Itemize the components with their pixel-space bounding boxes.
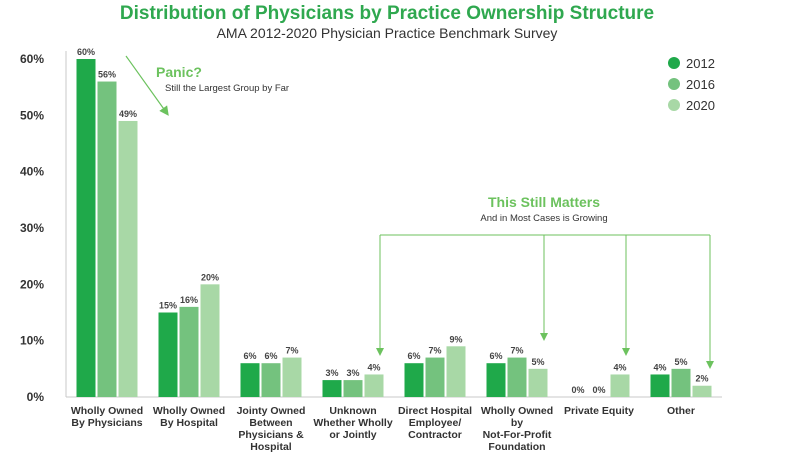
data-label: 4% xyxy=(613,362,626,372)
bar-2020 xyxy=(200,284,220,397)
category-label: or Jointly xyxy=(329,429,376,441)
category-label: Foundation xyxy=(488,441,545,453)
data-label: 16% xyxy=(180,295,198,305)
bar-2012 xyxy=(486,363,506,397)
data-label: 6% xyxy=(407,351,420,361)
category-label: Employee/ xyxy=(409,417,462,429)
bar-2012 xyxy=(322,380,342,397)
bar-2016 xyxy=(507,357,527,397)
data-label: 6% xyxy=(243,351,256,361)
chart-subtitle: AMA 2012-2020 Physician Practice Benchma… xyxy=(217,25,558,41)
category-label: Direct Hospital xyxy=(398,405,472,417)
annotation-text: And in Most Cases is Growing xyxy=(480,213,607,224)
y-tick-label: 40% xyxy=(20,165,44,179)
category-label: Between xyxy=(249,417,292,429)
bar-2016 xyxy=(97,81,117,398)
data-label: 15% xyxy=(159,301,177,311)
bar-2012 xyxy=(240,363,260,397)
category-label: Other xyxy=(667,405,695,417)
legend-label: 2016 xyxy=(686,77,715,92)
y-tick-label: 20% xyxy=(20,277,44,291)
category-label: By Physicians xyxy=(71,417,142,429)
y-tick-label: 0% xyxy=(27,390,45,404)
data-label: 60% xyxy=(77,47,95,57)
category-label: Wholly Owned xyxy=(71,405,143,417)
data-label: 49% xyxy=(119,109,137,119)
category-label: Not-For-Profit xyxy=(483,429,552,441)
bar-2016 xyxy=(343,380,363,397)
legend: 2012 2016 2020 xyxy=(668,56,715,113)
category-label: Contractor xyxy=(408,429,462,441)
data-label: 6% xyxy=(264,351,277,361)
legend-label: 2012 xyxy=(686,56,715,71)
category-label: By Hospital xyxy=(160,417,218,429)
bar-2012 xyxy=(650,374,670,397)
category-label: Wholly Owned xyxy=(153,405,225,417)
bars: 60% 56% 49% 15%16% 20% 6% 6% 7% 3% 3% 4% 6% 7% 9% 6% 7%… xyxy=(76,47,712,398)
bar-2012 xyxy=(76,59,96,397)
category-label: Hospital xyxy=(250,441,292,453)
category-label: Private Equity xyxy=(564,405,634,417)
data-label: 3% xyxy=(346,368,359,378)
bar-2012 xyxy=(158,312,178,397)
annotation-arrow xyxy=(125,55,169,116)
category-label: Physicians & xyxy=(238,429,304,441)
data-label: 6% xyxy=(489,351,502,361)
y-tick-label: 30% xyxy=(20,221,44,235)
bar-2016 xyxy=(261,363,281,397)
data-label: 4% xyxy=(653,362,666,372)
data-label: 0% xyxy=(571,385,584,395)
data-label: 2% xyxy=(695,374,708,384)
data-label: 5% xyxy=(674,357,687,367)
chart-title: Distribution of Physicians by Practice O… xyxy=(120,3,654,24)
annotation-title: Panic? xyxy=(156,64,202,80)
bar-2020 xyxy=(118,120,138,397)
category-label: Jointy Owned xyxy=(237,405,306,417)
legend-marker xyxy=(668,78,680,90)
bar-2016 xyxy=(179,306,199,397)
category-label: Unknown xyxy=(329,405,376,417)
y-tick-label: 60% xyxy=(20,52,44,66)
bar-2016 xyxy=(425,357,445,397)
annotation-title: This Still Matters xyxy=(488,194,600,210)
bar-2020 xyxy=(446,346,466,397)
y-tick-label: 50% xyxy=(20,108,44,122)
category-label: Wholly Owned xyxy=(481,405,553,417)
legend-marker xyxy=(668,57,680,69)
data-label: 3% xyxy=(325,368,338,378)
data-label: 9% xyxy=(449,334,462,344)
bar-2020 xyxy=(610,374,630,397)
category-label: Whether Wholly xyxy=(313,417,392,429)
y-tick-label: 10% xyxy=(20,334,44,348)
data-label: 7% xyxy=(510,346,523,356)
data-label: 20% xyxy=(201,272,219,282)
bar-2020 xyxy=(282,357,302,397)
data-label: 7% xyxy=(428,346,441,356)
legend-label: 2020 xyxy=(686,98,715,113)
data-label: 56% xyxy=(98,70,116,80)
bar-2012 xyxy=(404,363,424,397)
data-label: 0% xyxy=(592,385,605,395)
bar-2016 xyxy=(671,368,691,397)
annotation-text: Still the Largest Group by Far xyxy=(165,83,289,94)
annotations: Panic? Still the Largest Group by Far This… xyxy=(125,55,714,369)
data-label: 7% xyxy=(285,346,298,356)
bar-2020 xyxy=(692,385,712,397)
category-label: by xyxy=(511,417,523,429)
bar-2020 xyxy=(364,374,384,397)
bar-2020 xyxy=(528,368,548,397)
data-label: 4% xyxy=(367,362,380,372)
legend-marker xyxy=(668,99,680,111)
data-label: 5% xyxy=(531,357,544,367)
